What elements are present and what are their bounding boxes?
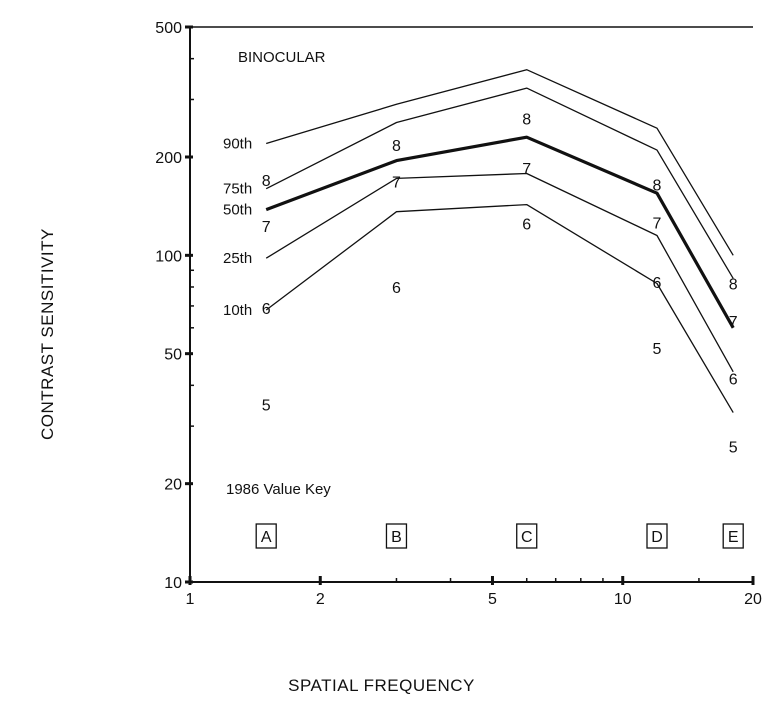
series-line-75th: [265, 87, 734, 279]
key-letter: B: [391, 529, 402, 546]
value-digit: 8: [392, 138, 401, 155]
binocular-label: BINOCULAR: [238, 49, 326, 66]
value-digit: 6: [392, 280, 401, 297]
value-digit: 6: [729, 371, 738, 388]
key-label: 1986 Value Key: [226, 481, 331, 498]
value-digit: 7: [729, 314, 738, 331]
key-letter: D: [651, 529, 663, 546]
key-box: [385, 523, 408, 549]
series-line-50th: [265, 135, 735, 329]
series-line-10th: [265, 203, 734, 413]
y-tick-label: 10: [164, 575, 182, 592]
value-digit: 8: [262, 173, 271, 190]
x-tick-label: 20: [744, 591, 762, 608]
value-digit: 7: [392, 175, 401, 192]
value-digit: 8: [522, 112, 531, 129]
key-box: [722, 523, 744, 549]
value-digit: 5: [653, 341, 662, 358]
key-box: [255, 523, 277, 549]
percentile-lines: [265, 69, 735, 413]
value-digit: 5: [262, 397, 271, 414]
key-letter: A: [261, 529, 272, 546]
value-digit: 6: [522, 217, 531, 234]
x-axis-label: SPATIAL FREQUENCY: [288, 676, 475, 695]
y-tick-label: 50: [164, 347, 182, 364]
series-label-25th: 25th: [223, 250, 252, 267]
value-digit: 8: [653, 177, 662, 194]
series-label-50th: 50th: [223, 202, 252, 219]
series-label-75th: 75th: [223, 181, 252, 198]
key-letter: C: [521, 529, 533, 546]
x-tick-label: 2: [316, 591, 325, 608]
value-digit: 6: [262, 301, 271, 318]
y-tick-label: 100: [155, 248, 182, 265]
key-box: [646, 523, 668, 549]
value-digit: 7: [522, 161, 531, 178]
series-label-10th: 10th: [223, 302, 252, 319]
y-tick-label: 20: [164, 477, 182, 494]
y-tick-label: 500: [155, 20, 182, 37]
axes: 10 20 50 100 200 500 1 2 5 10 20: [155, 20, 762, 608]
key-letter: E: [728, 529, 739, 546]
value-digit: 6: [653, 275, 662, 292]
series-line-90th: [266, 69, 734, 256]
x-tick-label: 1: [186, 591, 195, 608]
value-digit: 7: [262, 219, 271, 236]
annotations: 90th 75th 50th 25th 10th BINOCULAR 8 7 6 5 8 7 6 8 7 6 8…: [223, 49, 744, 549]
series-line-25th: [265, 172, 734, 373]
series-label-90th: 90th: [223, 135, 252, 152]
value-digit: 5: [729, 439, 738, 456]
x-tick-label: 10: [614, 591, 632, 608]
x-tick-label: 5: [488, 591, 497, 608]
value-digit: 7: [653, 216, 662, 233]
value-digit: 8: [729, 276, 738, 293]
key-box: [516, 523, 538, 549]
y-tick-label: 200: [155, 150, 182, 167]
